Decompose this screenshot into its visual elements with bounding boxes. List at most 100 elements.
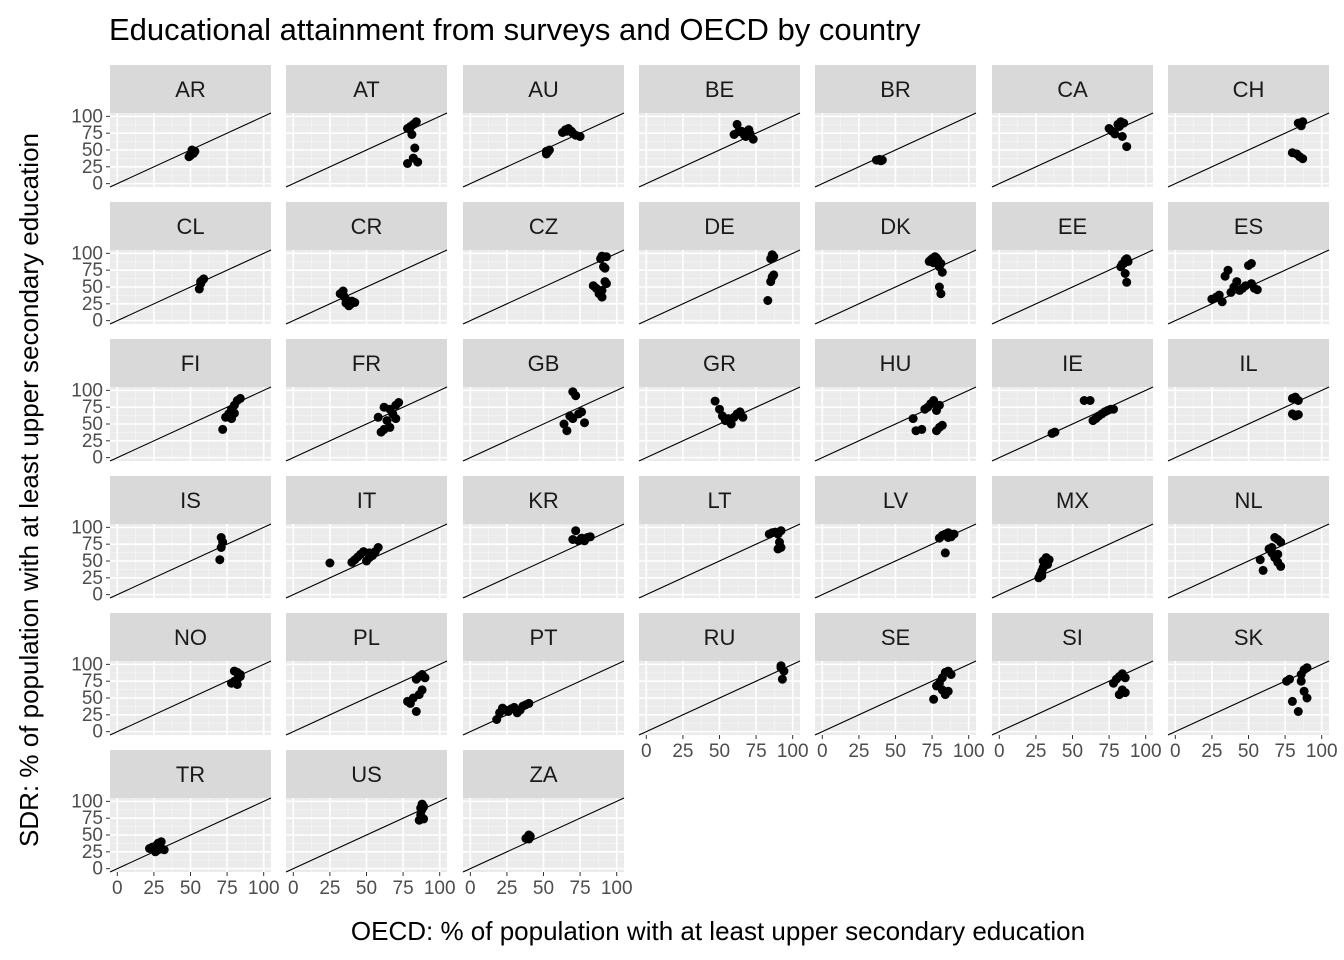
facet-label: SE (881, 625, 910, 650)
data-point (1285, 674, 1294, 684)
data-point (235, 393, 245, 403)
data-point (575, 132, 585, 141)
reference-line (285, 386, 448, 462)
facet-panel-ru: RU 0 25 50 75 100 (638, 613, 809, 762)
y-tick-label: 25 (82, 157, 103, 178)
facet-panel-si: SI 0 25 50 75 100 (991, 613, 1162, 762)
x-tick-label: 25 (1201, 741, 1222, 762)
data-point (568, 414, 578, 424)
y-tick-label: 50 (82, 277, 103, 298)
facet-strip (992, 613, 1153, 661)
y-tick-label: 0 (92, 174, 103, 195)
data-point (414, 690, 424, 700)
data-point (937, 685, 947, 695)
y-axis-title: SDR: % of population with at least upper… (14, 133, 44, 847)
x-tick-label: 25 (496, 878, 517, 899)
data-point (1120, 688, 1130, 698)
facet-label: IL (1239, 351, 1257, 376)
data-point (215, 555, 225, 565)
facet-strip (815, 202, 976, 250)
x-tick-label: 25 (143, 878, 164, 899)
x-tick-label: 0 (994, 741, 1005, 762)
data-point (410, 143, 420, 153)
facet-label: DE (704, 214, 735, 239)
facet-label: FI (181, 351, 201, 376)
data-point (763, 296, 773, 305)
data-point (196, 277, 206, 287)
data-point (403, 159, 412, 168)
data-point (876, 156, 886, 166)
data-point (562, 126, 572, 136)
facet-label: GR (703, 351, 736, 376)
data-point (227, 414, 236, 424)
facet-panel-lt: LT (638, 476, 801, 599)
data-point (936, 289, 946, 299)
facet-label: NL (1234, 488, 1262, 513)
data-point (940, 548, 950, 558)
x-tick-label: 0 (817, 741, 828, 762)
data-point (1217, 297, 1227, 307)
facet-strip (110, 750, 271, 798)
data-point (1252, 285, 1262, 295)
facet-panel-ie: IE (991, 339, 1154, 462)
data-point (405, 122, 415, 132)
reference-line (814, 249, 977, 325)
x-tick-label: 75 (393, 878, 414, 899)
data-point (411, 707, 421, 716)
facet-strip (639, 613, 800, 661)
facet-label: IT (357, 488, 377, 513)
data-point (373, 543, 383, 552)
data-point (580, 536, 589, 546)
data-point (325, 558, 335, 568)
x-tick-label: 0 (1170, 741, 1181, 762)
data-point (1120, 673, 1130, 683)
data-point (1258, 565, 1268, 575)
facet-strip (463, 339, 624, 387)
x-tick-label: 50 (533, 878, 554, 899)
facet-strip (286, 65, 447, 113)
facet-strip (639, 65, 800, 113)
facet-panel-kr: KR (462, 476, 625, 599)
facet-panel-cz: CZ (462, 202, 625, 325)
y-tick-label: 25 (82, 294, 103, 315)
facet-strip (463, 202, 624, 250)
facet-panel-lv: LV (814, 476, 977, 599)
facet-strip (1168, 613, 1329, 661)
facet-label: KR (528, 488, 559, 513)
reference-line (638, 112, 801, 188)
x-tick-label: 100 (1306, 741, 1338, 762)
reference-line (285, 112, 448, 188)
facet-strip (110, 613, 271, 661)
reference-line (462, 386, 625, 462)
y-tick-label: 100 (71, 243, 103, 264)
data-point (601, 252, 611, 262)
data-point (153, 845, 163, 855)
data-point (562, 426, 572, 436)
facet-panel-mx: MX (991, 476, 1154, 599)
facet-label: PT (529, 625, 557, 650)
x-tick-label: 0 (288, 878, 299, 899)
y-tick-label: 50 (82, 551, 103, 572)
x-tick-label: 100 (424, 878, 456, 899)
facet-strip (286, 202, 447, 250)
facet-strip (110, 476, 271, 524)
data-point (776, 661, 786, 671)
data-point (1109, 404, 1118, 414)
data-point (379, 402, 389, 412)
data-point (1223, 265, 1233, 275)
y-tick-label: 75 (82, 123, 103, 144)
data-point (1293, 410, 1303, 420)
facet-strip (1168, 339, 1329, 387)
facet-label: BE (705, 77, 734, 102)
y-tick-label: 100 (71, 791, 103, 812)
x-tick-label: 25 (319, 878, 340, 899)
facet-label: IE (1062, 351, 1083, 376)
data-point (932, 406, 941, 415)
data-point (577, 407, 587, 417)
data-point (218, 424, 228, 434)
y-tick-label: 50 (82, 140, 103, 161)
x-tick-label: 75 (922, 741, 943, 762)
